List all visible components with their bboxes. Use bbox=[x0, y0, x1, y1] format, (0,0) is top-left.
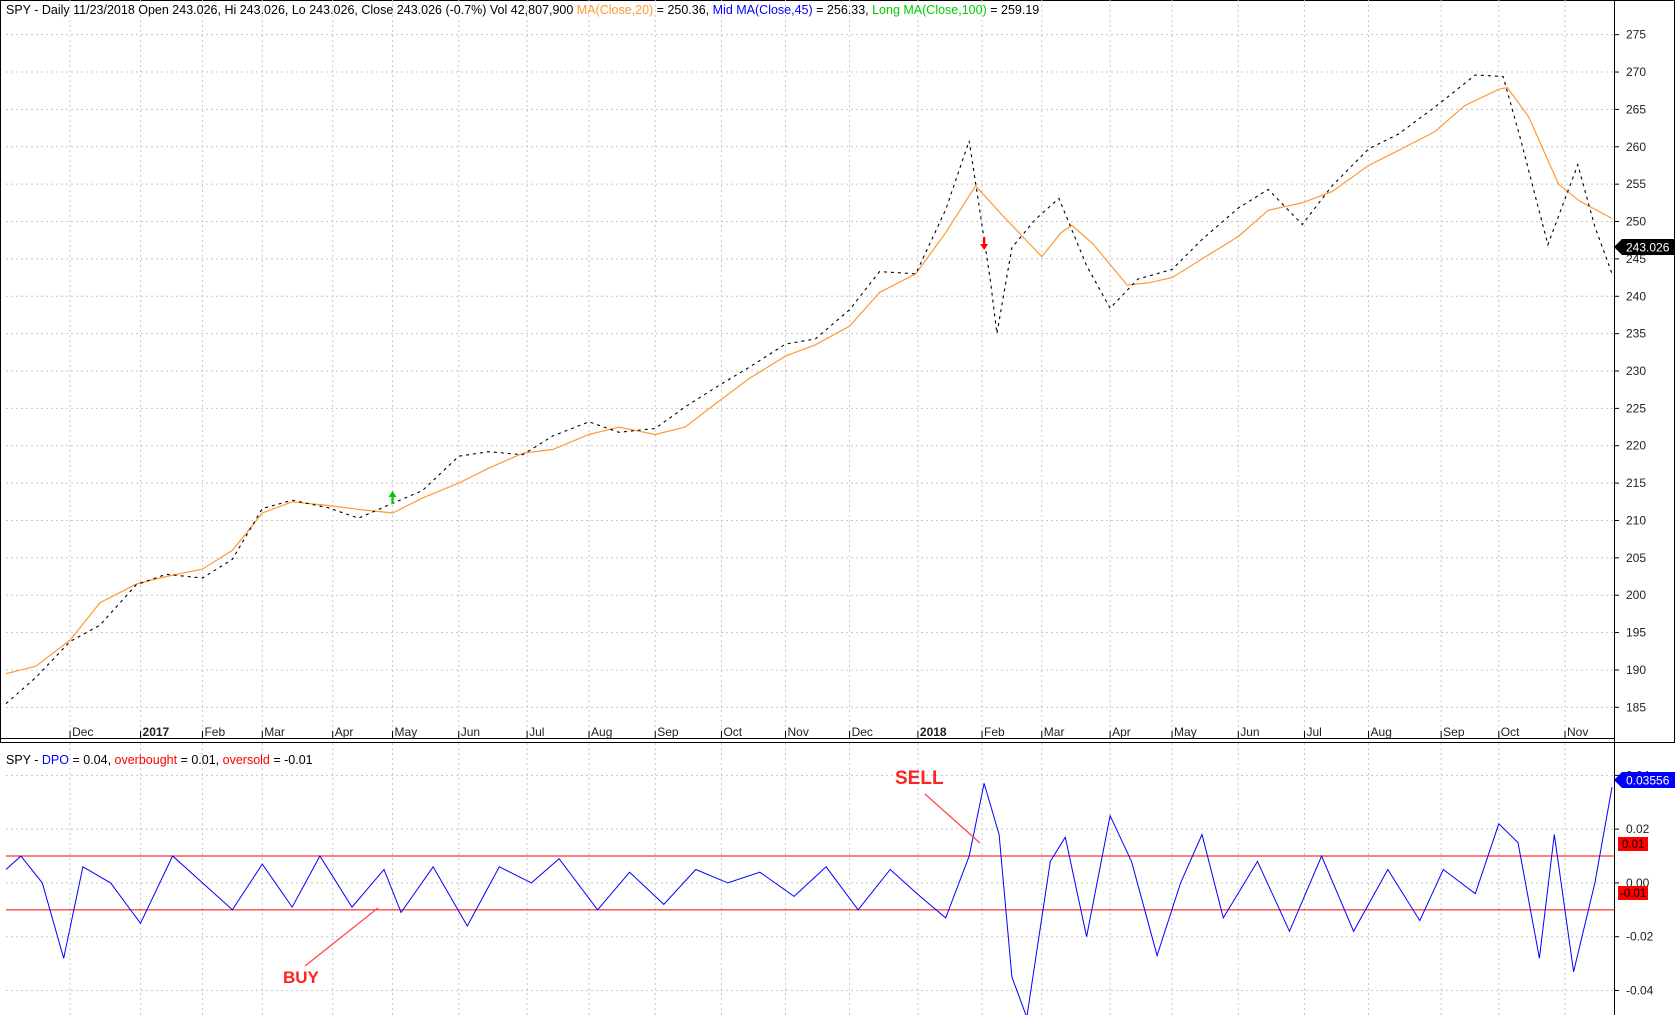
dpo-series-layer bbox=[5, 783, 1614, 1018]
dpo-axis: -0.04-0.020.000.020.04 bbox=[1614, 768, 1654, 997]
date-tick-label: 2017 bbox=[143, 725, 170, 739]
date-tick-label: Sep bbox=[657, 725, 679, 739]
sell-signal-arrow bbox=[980, 236, 989, 250]
price-tick-label: 185 bbox=[1626, 700, 1646, 714]
date-tick-label: Mar bbox=[264, 725, 285, 739]
last-price-tag-text: 243.026 bbox=[1626, 241, 1670, 255]
date-tick-label: Nov bbox=[788, 725, 809, 739]
price-tick-label: 250 bbox=[1626, 215, 1646, 229]
price-tick-label: 210 bbox=[1626, 513, 1646, 527]
price-tick-label: 275 bbox=[1626, 28, 1646, 42]
long-ma-value: = 259.19 bbox=[987, 3, 1040, 17]
date-tick-label: Jul bbox=[1306, 725, 1321, 739]
price-tick-label: 255 bbox=[1626, 177, 1646, 191]
date-tick-label: Feb bbox=[984, 725, 1005, 739]
dpo-tick-label: 0.02 bbox=[1626, 822, 1650, 836]
date-tick-label: 2018 bbox=[920, 725, 947, 739]
date-tick-label: Dec bbox=[72, 725, 93, 739]
date-tick-label: Aug bbox=[1371, 725, 1392, 739]
price-tick-label: 260 bbox=[1626, 140, 1646, 154]
date-tick-label: Oct bbox=[1501, 725, 1520, 739]
price-tick-label: 270 bbox=[1626, 65, 1646, 79]
dpo-tick-label: -0.02 bbox=[1626, 930, 1654, 944]
date-tick-label: Feb bbox=[204, 725, 225, 739]
oversold-tag-text: -0.01 bbox=[1620, 888, 1646, 900]
sell-pointer-line bbox=[924, 793, 981, 844]
oversold-value: = -0.01 bbox=[270, 753, 313, 767]
overbought-label: overbought bbox=[115, 753, 178, 767]
date-tick-label: May bbox=[395, 725, 418, 739]
buy-pointer-line bbox=[304, 907, 379, 967]
dpo-label: DPO bbox=[42, 753, 69, 767]
date-tick-label: Oct bbox=[723, 725, 742, 739]
date-tick-label: Dec bbox=[852, 725, 873, 739]
price-header: SPY - Daily 11/23/2018 Open 243.026, Hi … bbox=[6, 3, 1039, 17]
date-tick-label: May bbox=[1174, 725, 1197, 739]
price-tick-label: 200 bbox=[1626, 588, 1646, 602]
price-tick-label: 235 bbox=[1626, 327, 1646, 341]
date-tick-label: Apr bbox=[1112, 725, 1131, 739]
dpo-value-tag: 0.03556 bbox=[1614, 772, 1675, 788]
buy-annotation: BUY bbox=[283, 968, 320, 987]
dpo-header: SPY - DPO = 0.04, overbought = 0.01, ove… bbox=[6, 753, 313, 767]
overbought-tag: 0.01 bbox=[1618, 837, 1648, 851]
price-tick-label: 240 bbox=[1626, 289, 1646, 303]
price-series-line bbox=[5, 74, 1613, 705]
date-tick-label: Apr bbox=[335, 725, 354, 739]
dpo-tick-label: -0.04 bbox=[1626, 983, 1654, 997]
overbought-tag-text: 0.01 bbox=[1622, 839, 1644, 851]
date-tick-label: Jul bbox=[529, 725, 544, 739]
price-series-layer bbox=[5, 74, 1613, 705]
ma20-label: MA(Close,20) bbox=[577, 3, 653, 17]
mid-ma-label: Mid MA(Close,45) bbox=[713, 3, 813, 17]
price-tick-label: 245 bbox=[1626, 252, 1646, 266]
date-tick-label: Nov bbox=[1567, 725, 1588, 739]
price-tick-label: 195 bbox=[1626, 626, 1646, 640]
price-tick-label: 265 bbox=[1626, 102, 1646, 116]
last-price-tag: 243.026 bbox=[1614, 239, 1675, 255]
date-tick-label: Jun bbox=[1240, 725, 1259, 739]
price-tick-label: 220 bbox=[1626, 439, 1646, 453]
overbought-value: = 0.01, bbox=[177, 753, 223, 767]
date-tick-label: Mar bbox=[1044, 725, 1065, 739]
price-grid bbox=[6, 0, 1614, 738]
oversold-label: oversold bbox=[223, 753, 270, 767]
date-tick-label: Sep bbox=[1443, 725, 1465, 739]
dpo-series-line bbox=[5, 783, 1613, 1018]
sell-annotation: SELL bbox=[895, 768, 944, 789]
date-axis: Dec 2017 Feb Mar Apr May Jun Jul Aug Sep Oct Nov Dec… bbox=[69, 725, 1588, 739]
buy-signal-arrow bbox=[388, 491, 397, 505]
ma20-series-line bbox=[5, 87, 1613, 675]
dpo-value: = 0.04, bbox=[69, 753, 115, 767]
long-ma-label: Long MA(Close,100) bbox=[872, 3, 987, 17]
dpo-value-tag-text: 0.03556 bbox=[1626, 774, 1670, 788]
ma20-value: = 250.36, bbox=[653, 3, 712, 17]
date-tick-label: Aug bbox=[591, 725, 612, 739]
price-tick-label: 230 bbox=[1626, 364, 1646, 378]
dpo-grid bbox=[6, 743, 1614, 1015]
date-tick-label: Jun bbox=[461, 725, 480, 739]
dpo-header-prefix: SPY - bbox=[6, 753, 42, 767]
oversold-tag: -0.01 bbox=[1618, 886, 1648, 900]
price-tick-label: 215 bbox=[1626, 476, 1646, 490]
price-header-prefix: SPY - Daily 11/23/2018 Open 243.026, Hi … bbox=[6, 3, 577, 17]
price-tick-label: 190 bbox=[1626, 663, 1646, 677]
price-tick-label: 225 bbox=[1626, 401, 1646, 415]
price-axis: 185 190 195 200 205 210 215 220 225 230 235 240 245 2… bbox=[1614, 28, 1646, 714]
price-tick-label: 205 bbox=[1626, 551, 1646, 565]
mid-ma-value: = 256.33, bbox=[813, 3, 872, 17]
